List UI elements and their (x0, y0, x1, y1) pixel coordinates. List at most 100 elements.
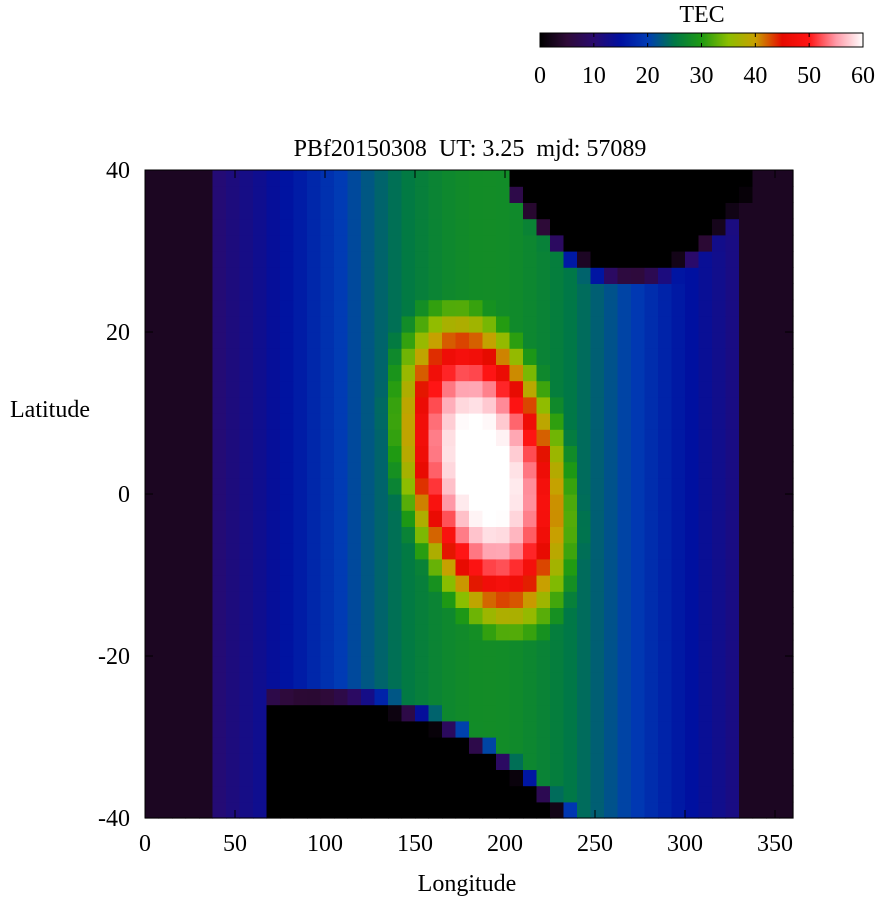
heatmap-cell (374, 251, 389, 268)
heatmap-cell (469, 364, 484, 382)
heatmap-cell (550, 445, 565, 463)
heatmap-cell (266, 688, 281, 706)
heatmap-cell (293, 251, 308, 268)
heatmap-cell (455, 283, 470, 301)
heatmap-cell (428, 704, 443, 722)
heatmap-cell (374, 348, 389, 365)
heatmap-cell (658, 364, 673, 382)
heatmap-cell (145, 186, 160, 203)
heatmap-cell (442, 639, 457, 657)
heatmap-cell (388, 591, 403, 608)
heatmap-cell (658, 413, 673, 430)
heatmap-cell (739, 704, 754, 722)
heatmap-cell (415, 461, 430, 479)
heatmap-cell (347, 542, 362, 560)
heatmap-cell (577, 299, 592, 317)
heatmap-cell (766, 688, 781, 706)
heatmap-cell (658, 753, 673, 770)
heatmap-cell (725, 542, 740, 560)
heatmap-cell (496, 558, 511, 576)
heatmap-cell (712, 753, 727, 770)
heatmap-cell (293, 429, 308, 446)
heatmap-cell (658, 218, 673, 236)
heatmap-cell (226, 591, 241, 608)
heatmap-cell (577, 494, 592, 511)
heatmap-cell (212, 688, 227, 706)
heatmap-cell (752, 364, 767, 382)
heatmap-cell (280, 396, 295, 414)
heatmap-cell (185, 494, 200, 511)
heatmap-cell (577, 801, 592, 819)
heatmap-cell (212, 542, 227, 560)
heatmap-cell (293, 234, 308, 252)
heatmap-cell (266, 380, 281, 398)
heatmap-cell (698, 753, 713, 770)
heatmap-cell (226, 688, 241, 706)
heatmap-cell (469, 429, 484, 446)
heatmap-cell (158, 801, 173, 819)
heatmap-cell (725, 461, 740, 479)
heatmap-cell (604, 170, 619, 187)
heatmap-cell (401, 251, 416, 268)
heatmap-cell (428, 348, 443, 365)
heatmap-cell (334, 672, 349, 689)
heatmap-cell (415, 170, 430, 187)
heatmap-cell (604, 251, 619, 268)
heatmap-cell (415, 299, 430, 317)
heatmap-cell (590, 299, 605, 317)
heatmap-cell (280, 542, 295, 560)
heatmap-cell (266, 591, 281, 608)
heatmap-cell (590, 591, 605, 608)
heatmap-cell (671, 639, 686, 657)
heatmap-cell (671, 364, 686, 382)
heatmap-cell (253, 315, 268, 333)
heatmap-cell (712, 218, 727, 236)
heatmap-cell (712, 429, 727, 446)
heatmap-cell (415, 542, 430, 560)
heatmap-cell (401, 510, 416, 527)
heatmap-cell (752, 299, 767, 317)
heatmap-cell (469, 396, 484, 414)
heatmap-cell (374, 494, 389, 511)
heatmap-cell (239, 348, 254, 365)
heatmap-cell (280, 704, 295, 722)
heatmap-cell (631, 364, 646, 382)
heatmap-cell (779, 315, 794, 333)
heatmap-cell (658, 575, 673, 592)
heatmap-cell (158, 526, 173, 544)
heatmap-cell (523, 348, 538, 365)
heatmap-cell (604, 688, 619, 706)
heatmap-cell (307, 267, 322, 284)
heatmap-cell (617, 607, 632, 625)
heatmap-cell (631, 672, 646, 689)
heatmap-cell (199, 477, 214, 495)
heatmap-cell (172, 170, 187, 187)
heatmap-cell (577, 170, 592, 187)
heatmap-cell (428, 720, 443, 738)
heatmap-cell (334, 348, 349, 365)
heatmap-cell (536, 461, 551, 479)
heatmap-cell (442, 526, 457, 544)
heatmap-cell (469, 170, 484, 187)
heatmap-cell (698, 170, 713, 187)
heatmap-cell (334, 542, 349, 560)
heatmap-cell (455, 494, 470, 511)
heatmap-cell (712, 639, 727, 657)
heatmap-cell (617, 526, 632, 544)
heatmap-cell (172, 591, 187, 608)
heatmap-cell (631, 737, 646, 754)
heatmap-cell (320, 234, 335, 252)
heatmap-cell (455, 737, 470, 754)
heatmap-cell (266, 429, 281, 446)
heatmap-cell (199, 267, 214, 284)
heatmap-cell (185, 688, 200, 706)
heatmap-cell (293, 332, 308, 349)
heatmap-cell (199, 332, 214, 349)
heatmap-cell (293, 202, 308, 220)
heatmap-cell (469, 607, 484, 625)
heatmap-cell (320, 558, 335, 576)
heatmap-cell (442, 558, 457, 576)
heatmap-cell (145, 656, 160, 673)
heatmap-cell (401, 494, 416, 511)
